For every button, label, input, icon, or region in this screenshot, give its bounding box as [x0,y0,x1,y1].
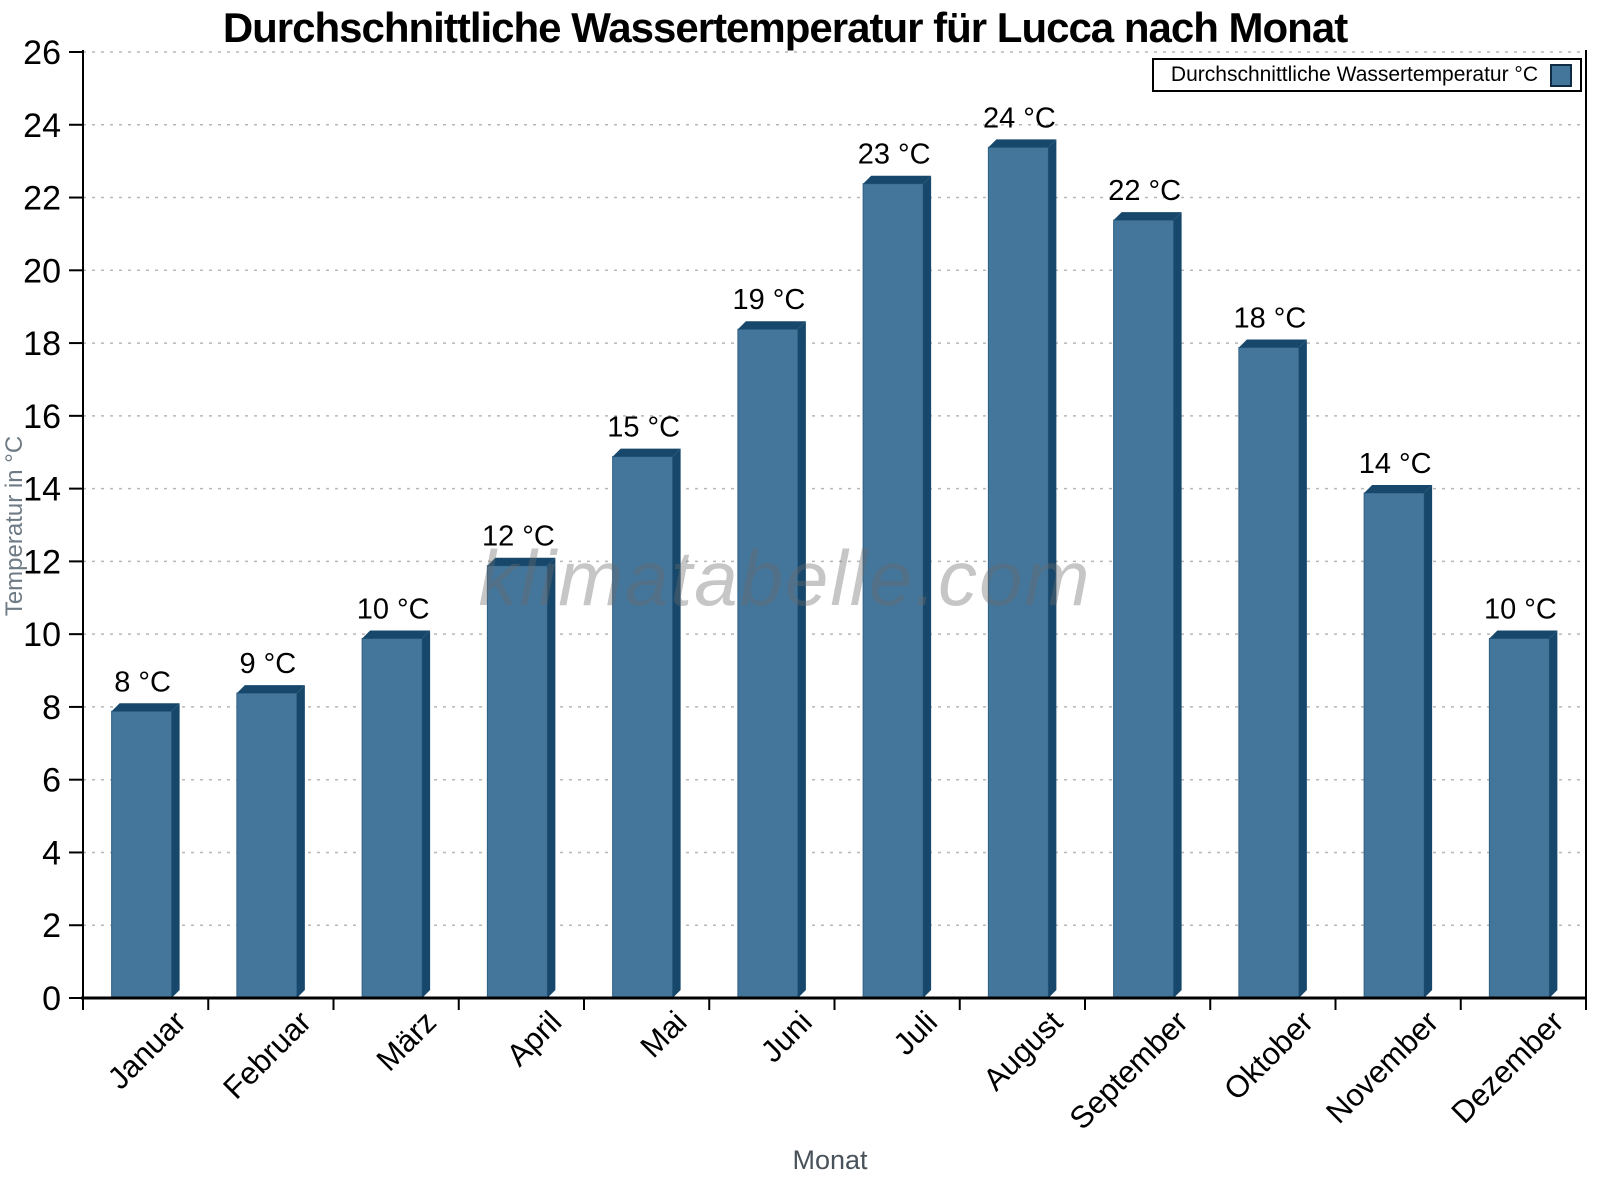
legend-label: Durchschnittliche Wassertemperatur °C [1170,63,1538,86]
y-axis-tick-label: 26 [23,34,61,72]
y-axis-tick-label: 18 [23,325,61,363]
bar-top-face [737,321,806,330]
bar-value-label: 18 °C [1233,302,1306,334]
legend-swatch [1550,63,1572,87]
x-axis-month-label: März [370,1004,443,1077]
bar-oktober [1238,339,1307,999]
bar-april [486,557,556,999]
bar-juni [737,321,806,999]
bar-right-face [1549,630,1558,998]
bar-value-label: 19 °C [732,284,805,316]
y-axis-tick-label: 0 [42,980,61,1018]
bar-value-label: 8 °C [114,666,171,698]
y-axis-tick-label: 10 [23,616,61,654]
y-axis-tick-label: 12 [23,543,61,581]
bar-top-face [236,685,305,694]
x-axis-month-label: April [500,1004,569,1073]
bar-value-label: 14 °C [1359,448,1432,480]
bar-märz [361,630,431,999]
bar-face [737,328,799,999]
y-axis-tick-label: 4 [42,834,61,872]
y-axis-tick-label: 14 [23,471,61,509]
y-axis-tick-label: 20 [23,252,61,290]
bar-dezember [1488,630,1558,999]
x-axis-month-label: August [976,1004,1069,1097]
bar-september [1113,212,1182,999]
y-axis-tick-label: 8 [42,689,61,727]
bar-face [1488,638,1550,999]
x-axis-month-label: Oktober [1217,1004,1320,1107]
bar-right-face [1298,339,1307,998]
bar-value-label: 10 °C [1484,594,1557,626]
bar-right-face [547,557,556,998]
bar-top-face [988,139,1057,148]
bar-value-label: 23 °C [858,139,931,171]
bar-face [1363,492,1425,999]
bar-right-face [797,321,806,998]
x-axis-month-label: September [1063,1004,1195,1136]
bar-top-face [362,630,431,639]
bar-face [361,638,423,999]
y-axis-tick-label: 2 [42,907,61,945]
bar-face [1113,219,1175,999]
bar-right-face [1424,484,1433,998]
bar-januar [111,703,180,999]
bar-juli [862,175,932,999]
bar-value-label: 22 °C [1108,175,1181,207]
bar-februar [236,685,305,999]
bar-value-label: 24 °C [983,102,1056,134]
bar-value-label: 10 °C [357,594,430,626]
y-axis-tick-label: 16 [23,398,61,436]
bar-right-face [672,448,681,999]
bar-face [987,146,1049,999]
bar-face [486,565,548,999]
bar-right-face [171,703,180,998]
bar-mai [612,448,681,999]
bar-august [987,139,1057,999]
bar-november [1363,484,1433,999]
bar-top-face [863,175,932,184]
y-axis-tick-label: 22 [23,180,61,218]
bar-top-face [111,703,180,712]
x-axis-month-label: Juli [886,1004,944,1062]
bar-top-face [487,557,556,566]
bar-face [111,710,173,999]
chart-title: Durchschnittliche Wassertemperatur für L… [222,4,1348,51]
bar-face [862,183,924,999]
bar-top-face [1113,212,1182,221]
y-axis-title: Temperatur in °C [1,435,28,617]
x-axis-month-label: November [1319,1004,1445,1130]
bar-right-face [422,630,431,998]
bar-face [612,456,674,999]
bar-top-face [612,448,681,457]
bar-top-face [1489,630,1558,639]
y-axis-tick-label: 24 [23,107,61,145]
bar-face [236,692,298,999]
bar-value-label: 9 °C [240,648,297,680]
x-axis-month-label: Februar [216,1004,318,1106]
x-axis-month-label: Januar [101,1004,193,1096]
bar-value-label: 12 °C [482,521,555,553]
bar-value-label: 15 °C [607,412,680,444]
x-axis-title: Monat [792,1145,868,1175]
bar-top-face [1364,484,1433,493]
bar-right-face [1048,139,1057,999]
bar-right-face [923,175,932,998]
x-axis-month-label: Dezember [1444,1004,1570,1130]
bar-top-face [1238,339,1307,348]
bar-right-face [1173,212,1182,999]
bar-face [1238,346,1300,999]
x-axis-month-label: Mai [634,1004,694,1064]
y-axis-tick-label: 6 [42,762,61,800]
x-axis-month-label: Juni [754,1004,819,1069]
legend: Durchschnittliche Wassertemperatur °C [1152,58,1582,92]
bar-right-face [296,685,305,998]
